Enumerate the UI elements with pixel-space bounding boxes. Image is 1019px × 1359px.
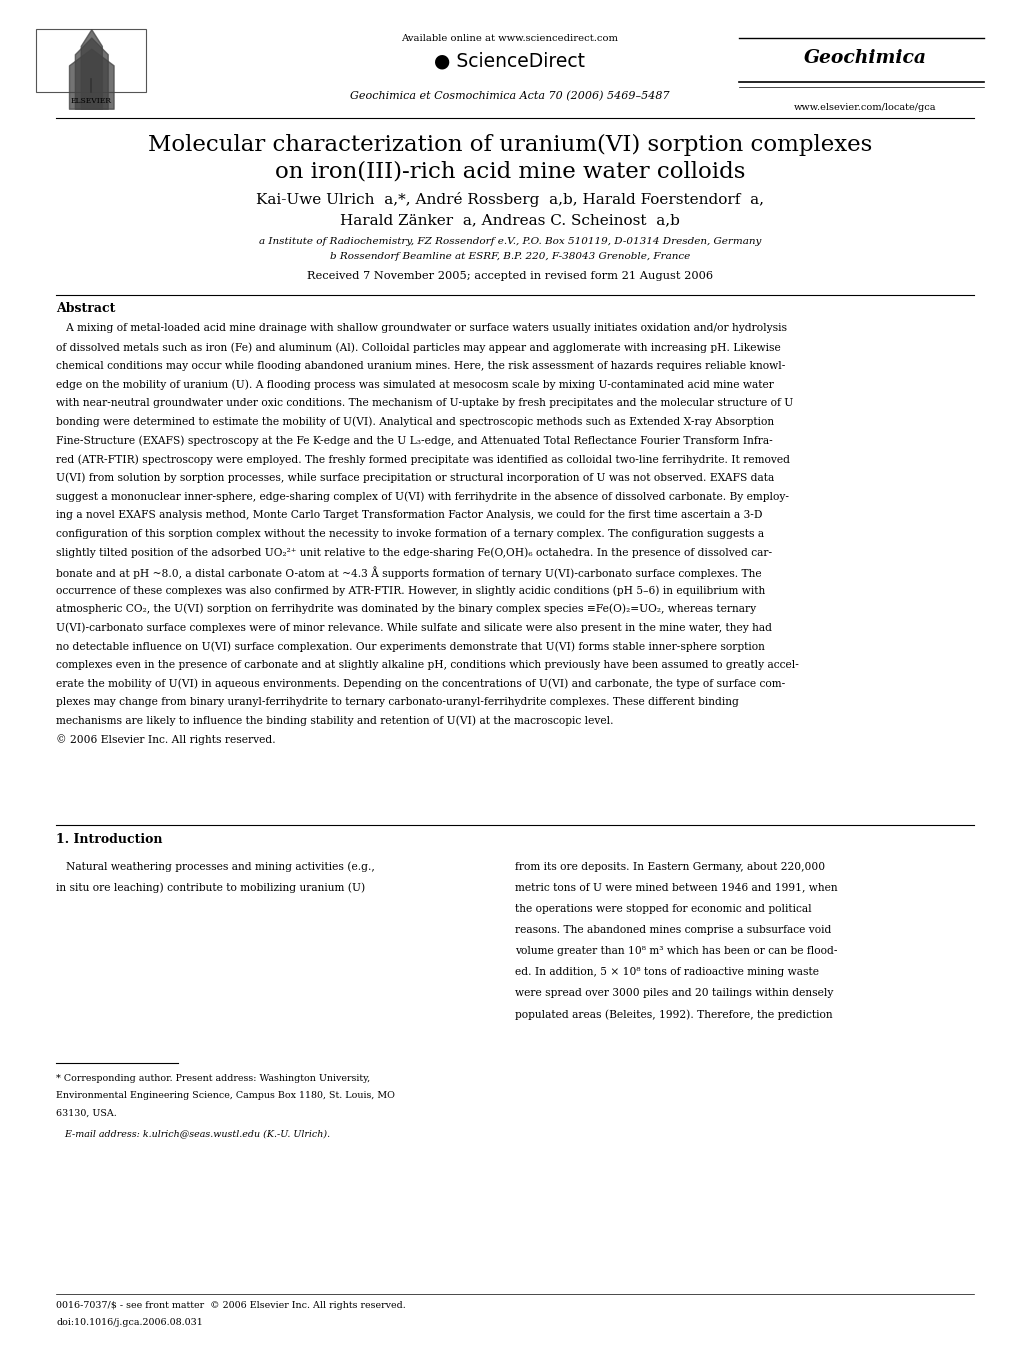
Text: of dissolved metals such as iron (Fe) and aluminum (Al). Colloidal particles may: of dissolved metals such as iron (Fe) an…: [56, 342, 781, 353]
Text: on iron(III)-rich acid mine water colloids: on iron(III)-rich acid mine water colloi…: [274, 160, 745, 182]
Text: 1. Introduction: 1. Introduction: [56, 833, 162, 847]
Text: doi:10.1016/j.gca.2006.08.031: doi:10.1016/j.gca.2006.08.031: [56, 1318, 203, 1328]
Text: U(VI) from solution by sorption processes, while surface precipitation or struct: U(VI) from solution by sorption processe…: [56, 473, 773, 484]
Text: Environmental Engineering Science, Campus Box 1180, St. Louis, MO: Environmental Engineering Science, Campu…: [56, 1091, 394, 1101]
Text: Geochimica et Cosmochimica Acta 70 (2006) 5469–5487: Geochimica et Cosmochimica Acta 70 (2006…: [350, 91, 669, 102]
Text: A mixing of metal-loaded acid mine drainage with shallow groundwater or surface : A mixing of metal-loaded acid mine drain…: [56, 323, 787, 333]
Text: E-mail address: k.ulrich@seas.wustl.edu (K.-U. Ulrich).: E-mail address: k.ulrich@seas.wustl.edu …: [56, 1129, 330, 1139]
Text: a Institute of Radiochemistry, FZ Rossendorf e.V., P.O. Box 510119, D-01314 Dres: a Institute of Radiochemistry, FZ Rossen…: [259, 238, 760, 246]
Text: ELSEVIER: ELSEVIER: [70, 96, 112, 105]
Text: with near-neutral groundwater under oxic conditions. The mechanism of U-uptake b: with near-neutral groundwater under oxic…: [56, 398, 793, 408]
Text: the operations were stopped for economic and political: the operations were stopped for economic…: [515, 904, 811, 913]
Text: red (ATR-FTIR) spectroscopy were employed. The freshly formed precipitate was id: red (ATR-FTIR) spectroscopy were employe…: [56, 454, 790, 465]
Text: metric tons of U were mined between 1946 and 1991, when: metric tons of U were mined between 1946…: [515, 883, 837, 893]
Text: * Corresponding author. Present address: Washington University,: * Corresponding author. Present address:…: [56, 1074, 370, 1083]
Text: reasons. The abandoned mines comprise a subsurface void: reasons. The abandoned mines comprise a …: [515, 924, 830, 935]
Text: bonate and at pH ~8.0, a distal carbonate O-atom at ~4.3 Å supports formation of: bonate and at pH ~8.0, a distal carbonat…: [56, 567, 761, 579]
Text: Kai-Uwe Ulrich  a,*, André Rossberg  a,b, Harald Foerstendorf  a,: Kai-Uwe Ulrich a,*, André Rossberg a,b, …: [256, 192, 763, 208]
Text: Geochimica: Geochimica: [803, 49, 925, 68]
Text: were spread over 3000 piles and 20 tailings within densely: were spread over 3000 piles and 20 taili…: [515, 988, 833, 998]
Text: ● ScienceDirect: ● ScienceDirect: [434, 52, 585, 71]
Text: slightly tilted position of the adsorbed UO₂²⁺ unit relative to the edge-sharing: slightly tilted position of the adsorbed…: [56, 548, 771, 559]
Text: plexes may change from binary uranyl-ferrihydrite to ternary carbonato-uranyl-fe: plexes may change from binary uranyl-fer…: [56, 697, 738, 707]
Bar: [36, 30, 147, 92]
Text: Natural weathering processes and mining activities (e.g.,: Natural weathering processes and mining …: [56, 862, 375, 872]
Text: 0016-7037/$ - see front matter  © 2006 Elsevier Inc. All rights reserved.: 0016-7037/$ - see front matter © 2006 El…: [56, 1301, 406, 1310]
Text: Molecular characterization of uranium(VI) sorption complexes: Molecular characterization of uranium(VI…: [148, 135, 871, 156]
Text: Fine-Structure (EXAFS) spectroscopy at the Fe K-edge and the U L₃-edge, and Atte: Fine-Structure (EXAFS) spectroscopy at t…: [56, 436, 772, 446]
Text: no detectable influence on U(VI) surface complexation. Our experiments demonstra: no detectable influence on U(VI) surface…: [56, 641, 764, 652]
Text: populated areas (Beleites, 1992). Therefore, the prediction: populated areas (Beleites, 1992). Theref…: [515, 1008, 832, 1019]
Text: Available online at www.sciencedirect.com: Available online at www.sciencedirect.co…: [401, 34, 618, 42]
Text: atmospheric CO₂, the U(VI) sorption on ferrihydrite was dominated by the binary : atmospheric CO₂, the U(VI) sorption on f…: [56, 603, 755, 614]
Text: Received 7 November 2005; accepted in revised form 21 August 2006: Received 7 November 2005; accepted in re…: [307, 270, 712, 281]
Text: Abstract: Abstract: [56, 302, 115, 315]
Text: www.elsevier.com/locate/gca: www.elsevier.com/locate/gca: [793, 103, 935, 111]
Text: in situ ore leaching) contribute to mobilizing uranium (U): in situ ore leaching) contribute to mobi…: [56, 883, 365, 893]
Text: edge on the mobility of uranium (U). A flooding process was simulated at mesocos: edge on the mobility of uranium (U). A f…: [56, 379, 773, 390]
Text: complexes even in the presence of carbonate and at slightly alkaline pH, conditi: complexes even in the presence of carbon…: [56, 660, 798, 670]
Text: b Rossendorf Beamline at ESRF, B.P. 220, F-38043 Grenoble, France: b Rossendorf Beamline at ESRF, B.P. 220,…: [329, 253, 690, 261]
Text: ed. In addition, 5 × 10⁸ tons of radioactive mining waste: ed. In addition, 5 × 10⁸ tons of radioac…: [515, 968, 818, 977]
Text: bonding were determined to estimate the mobility of U(VI). Analytical and spectr: bonding were determined to estimate the …: [56, 417, 773, 428]
Text: © 2006 Elsevier Inc. All rights reserved.: © 2006 Elsevier Inc. All rights reserved…: [56, 735, 275, 745]
Text: erate the mobility of U(VI) in aqueous environments. Depending on the concentrat: erate the mobility of U(VI) in aqueous e…: [56, 678, 785, 689]
Text: U(VI)-carbonato surface complexes were of minor relevance. While sulfate and sil: U(VI)-carbonato surface complexes were o…: [56, 622, 771, 633]
Text: configuration of this sorption complex without the necessity to invoke formation: configuration of this sorption complex w…: [56, 529, 763, 540]
Text: volume greater than 10⁸ m³ which has been or can be flood-: volume greater than 10⁸ m³ which has bee…: [515, 946, 837, 955]
Text: mechanisms are likely to influence the binding stability and retention of U(VI) : mechanisms are likely to influence the b…: [56, 716, 613, 727]
Text: 63130, USA.: 63130, USA.: [56, 1109, 117, 1118]
Text: ing a novel EXAFS analysis method, Monte Carlo Target Transformation Factor Anal: ing a novel EXAFS analysis method, Monte…: [56, 511, 762, 520]
Text: occurrence of these complexes was also confirmed by ATR-FTIR. However, in slight: occurrence of these complexes was also c…: [56, 586, 764, 595]
Text: chemical conditions may occur while flooding abandoned uranium mines. Here, the : chemical conditions may occur while floo…: [56, 361, 785, 371]
Text: Harald Zänker  a, Andreas C. Scheinost  a,b: Harald Zänker a, Andreas C. Scheinost a,…: [339, 213, 680, 227]
Text: from its ore deposits. In Eastern Germany, about 220,000: from its ore deposits. In Eastern German…: [515, 862, 824, 871]
Text: suggest a mononuclear inner-sphere, edge-sharing complex of U(VI) with ferrihydr: suggest a mononuclear inner-sphere, edge…: [56, 492, 789, 503]
